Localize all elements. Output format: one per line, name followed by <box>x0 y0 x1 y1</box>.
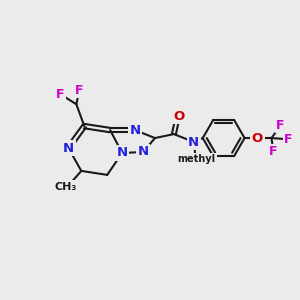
Text: methyl: methyl <box>178 154 216 164</box>
Text: N: N <box>63 142 74 154</box>
Text: F: F <box>284 133 292 146</box>
Text: O: O <box>252 132 263 145</box>
Text: N: N <box>137 146 148 158</box>
Text: N: N <box>117 146 128 160</box>
Text: N: N <box>130 124 141 136</box>
Text: F: F <box>56 88 65 101</box>
Text: F: F <box>269 146 278 158</box>
Text: F: F <box>276 118 285 132</box>
Text: F: F <box>75 84 84 97</box>
Text: CH₃: CH₃ <box>54 182 76 192</box>
Text: N: N <box>188 136 200 148</box>
Text: O: O <box>173 110 184 123</box>
